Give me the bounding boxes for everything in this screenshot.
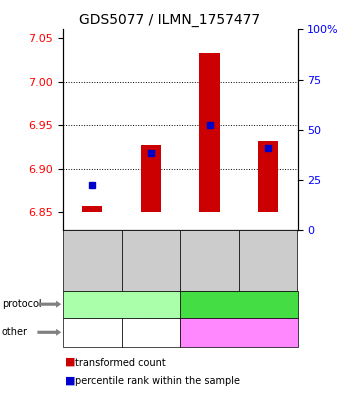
- Bar: [199, 53, 220, 213]
- Bar: [180, 230, 239, 291]
- Text: GSM1071455: GSM1071455: [264, 232, 273, 288]
- Bar: [239, 230, 298, 291]
- Text: GSM1071454: GSM1071454: [205, 232, 214, 288]
- Text: control: control: [222, 299, 256, 309]
- Bar: [180, 291, 298, 318]
- Text: other: other: [2, 327, 28, 337]
- Text: GDS5077 / ILMN_1757477: GDS5077 / ILMN_1757477: [80, 13, 260, 27]
- Text: GSM1071457: GSM1071457: [88, 232, 97, 288]
- Text: shRNA for
first exon
of TMEM88: shRNA for first exon of TMEM88: [71, 318, 113, 347]
- Text: percentile rank within the sample: percentile rank within the sample: [75, 376, 240, 386]
- Bar: [180, 318, 298, 347]
- Bar: [141, 145, 161, 213]
- Bar: [82, 206, 102, 213]
- Text: TMEM88 depletion: TMEM88 depletion: [76, 299, 167, 309]
- Bar: [63, 230, 122, 291]
- FancyArrow shape: [37, 301, 61, 308]
- Text: non-targetting
shRNA: non-targetting shRNA: [211, 323, 267, 342]
- Bar: [63, 318, 122, 347]
- Text: ■: ■: [65, 376, 75, 386]
- Bar: [258, 141, 278, 213]
- FancyArrow shape: [37, 329, 61, 336]
- Text: shRNA for
3'UTR of
TMEM88: shRNA for 3'UTR of TMEM88: [132, 318, 170, 347]
- Bar: [122, 230, 180, 291]
- Bar: [122, 318, 180, 347]
- Text: transformed count: transformed count: [75, 358, 166, 367]
- Text: protocol: protocol: [2, 299, 41, 309]
- Text: GSM1071456: GSM1071456: [147, 232, 155, 288]
- Text: ■: ■: [65, 357, 75, 367]
- Bar: [63, 291, 180, 318]
